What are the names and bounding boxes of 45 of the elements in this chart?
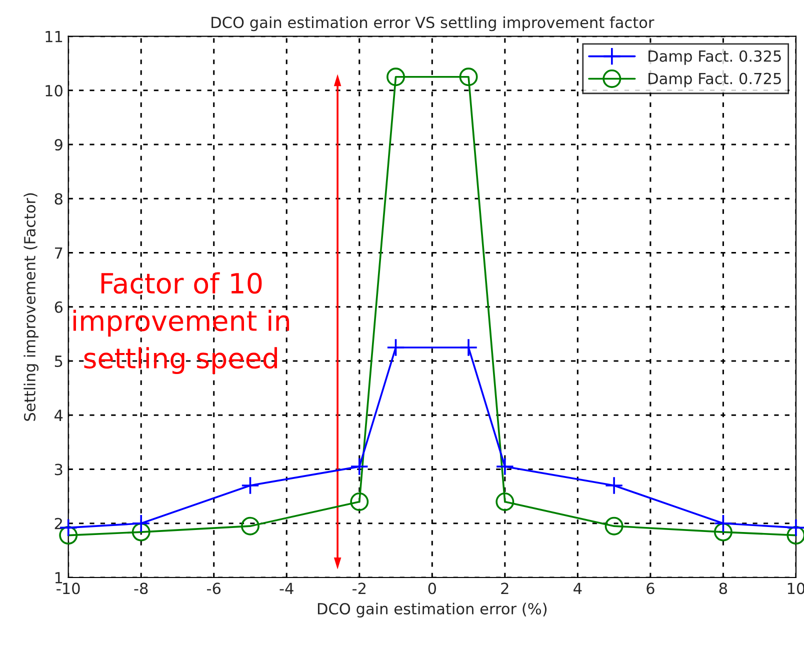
point	[496, 457, 514, 476]
annotation: Factor of 10 improvement in settling speed	[73, 272, 290, 374]
point	[132, 514, 150, 533]
y-tick-label: 1	[55, 572, 62, 584]
y-tick-label: 4	[54, 410, 63, 421]
point	[459, 68, 478, 86]
y-tick-label: 2	[54, 518, 62, 530]
x-tick-label: -8	[134, 582, 148, 594]
point	[241, 516, 260, 536]
point	[386, 338, 406, 357]
y-tick-label: 5	[54, 356, 62, 368]
x-tick-label: 0	[428, 582, 436, 594]
x-tick-label: -4	[280, 582, 294, 594]
point	[241, 476, 260, 495]
point	[132, 522, 150, 542]
point	[786, 518, 804, 537]
chart-title: DCO gain estimation error VS settling improvement factor	[212, 16, 654, 32]
point	[350, 457, 369, 476]
y-tick-label: 10	[46, 84, 62, 96]
legend-label: Damp Fact. 0.725	[648, 72, 781, 88]
point	[786, 526, 804, 545]
point	[496, 492, 514, 511]
y-tick-label: 11	[46, 30, 62, 42]
y-tick-label: 3	[54, 464, 62, 476]
x-tick-label: 4	[574, 582, 582, 594]
y-tick-label: 8	[54, 193, 62, 205]
point	[714, 514, 732, 533]
y-tick-label: 6	[54, 301, 63, 313]
y-axis-title: Settling improvement (Factor)	[24, 193, 38, 421]
x-tick-label: -2	[352, 582, 366, 594]
x-tick-label: -10	[56, 582, 80, 594]
x-tick-label: 2	[501, 582, 508, 594]
legend-label: Damp Fact. 0.325	[648, 50, 781, 65]
point	[350, 492, 369, 511]
point	[714, 522, 732, 542]
y-tick-label: 7	[55, 247, 62, 259]
point	[459, 338, 478, 357]
point	[604, 476, 624, 495]
x-axis-title: DCO gain estimation error (%)	[318, 602, 547, 618]
point	[386, 68, 406, 86]
point	[604, 516, 624, 536]
x-tick-label: 6	[646, 582, 654, 594]
x-tick-label: -6	[206, 582, 221, 594]
x-tick-label: 8	[719, 582, 728, 594]
y-tick-label: 9	[54, 139, 62, 151]
